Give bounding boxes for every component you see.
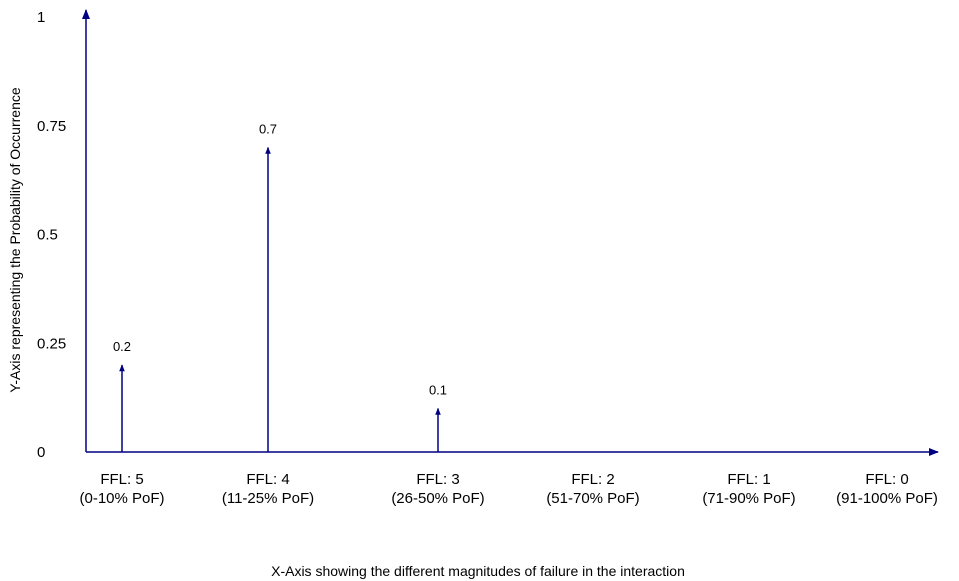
y-tick-label: 1	[37, 9, 45, 26]
x-tick-labels: FFL: 5 (0-10% PoF) FFL: 4 (11-25% PoF) FFL: …	[79, 471, 937, 507]
data-label: 0.1	[429, 383, 447, 398]
x-tick-label: FFL: 5 (0-10% PoF)	[79, 471, 164, 507]
x-tick-label: FFL: 1 (71-90% PoF)	[702, 471, 795, 507]
x-axis-title: X-Axis showing the different magnitudes …	[271, 563, 685, 579]
y-tick-labels: 0 0.25 0.5 0.75 1	[37, 9, 66, 461]
data-label: 0.7	[259, 122, 277, 137]
y-tick-label: 0	[37, 444, 45, 461]
data-label: 0.2	[113, 339, 131, 354]
y-tick-label: 0.5	[37, 227, 58, 244]
x-tick-label: FFL: 3 (26-50% PoF)	[391, 471, 484, 507]
x-tick-label: FFL: 0 (91-100% PoF)	[836, 471, 938, 507]
x-tick-label: FFL: 2 (51-70% PoF)	[546, 471, 639, 507]
data-stems	[119, 146, 441, 452]
y-tick-label: 0.25	[37, 335, 66, 352]
y-tick-label: 0.75	[37, 118, 66, 135]
data-labels: 0.2 0.7 0.1	[113, 122, 447, 398]
x-tick-label: FFL: 4 (11-25% PoF)	[222, 471, 314, 507]
y-axis-title: Y-Axis representing the Probability of O…	[7, 87, 23, 393]
